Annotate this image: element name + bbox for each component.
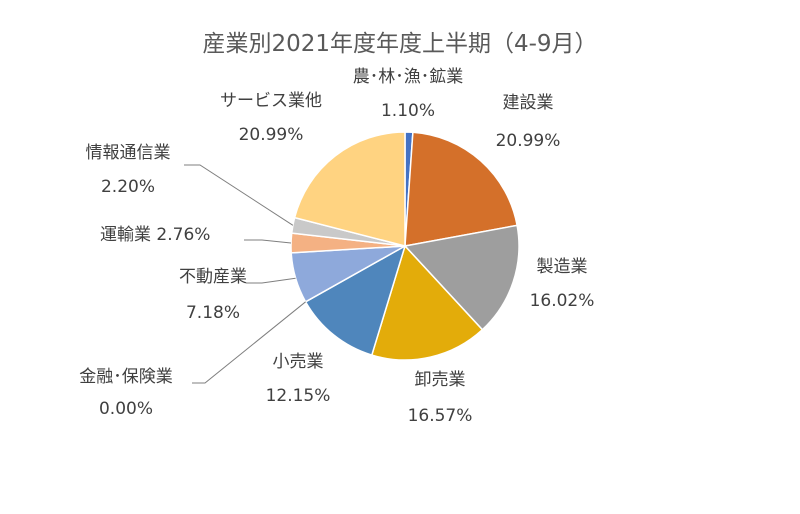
pie-slice: [404, 131, 518, 247]
leader-line: [246, 277, 296, 284]
data-label: 製造業 16.02%: [530, 257, 595, 311]
data-label: 農･林･漁･鉱業 1.10%: [353, 67, 464, 121]
data-label: 小売業 12.15%: [266, 352, 331, 406]
leader-line: [184, 164, 294, 226]
data-label: 運輸業 2.76%: [100, 225, 210, 245]
data-label: 卸売業 16.57%: [408, 370, 473, 426]
pie-slice: [370, 244, 484, 361]
pie-slice: [293, 131, 406, 247]
leader-line: [244, 239, 292, 244]
data-label: サービス業他 20.99%: [220, 91, 322, 145]
pie-slice: [304, 244, 407, 356]
pie-slice: [403, 224, 520, 331]
data-label: 金融･保険業 0.00%: [79, 367, 173, 419]
data-label: 建設業 20.99%: [496, 93, 561, 151]
leader-line: [192, 301, 306, 384]
data-label: 情報通信業 2.20%: [86, 143, 171, 197]
chart-title: 産業別2021年度年度上半期（4-9月）: [202, 31, 598, 57]
data-label: 不動産業 7.18%: [179, 267, 247, 323]
